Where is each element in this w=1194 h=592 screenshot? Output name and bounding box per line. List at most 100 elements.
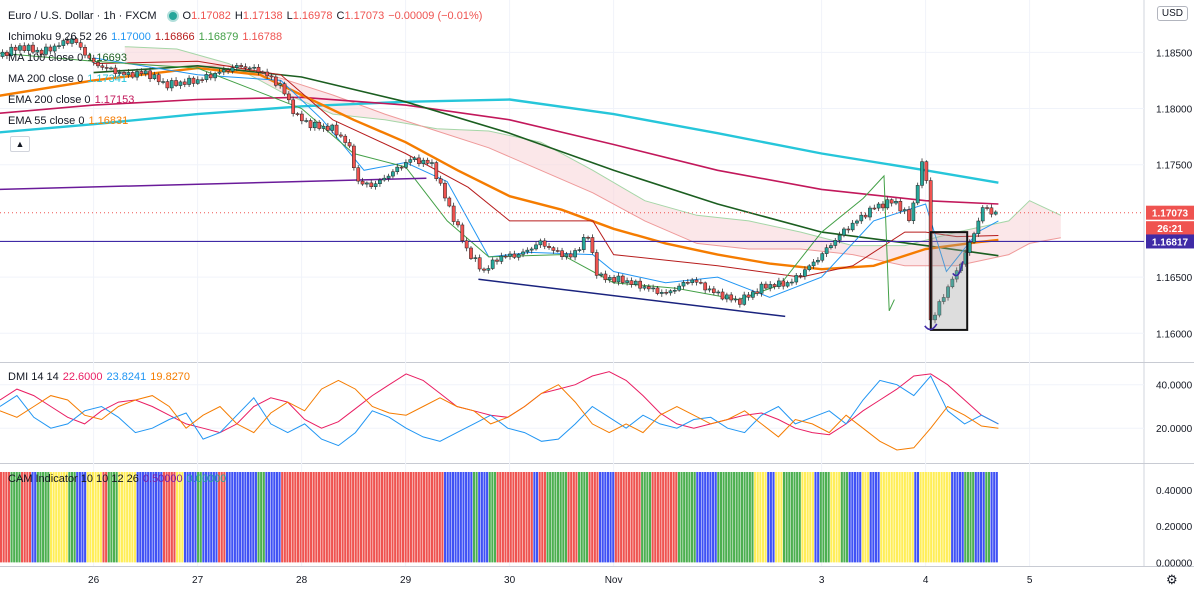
trendline xyxy=(478,278,786,318)
cam-bar xyxy=(790,472,793,563)
cam-bar xyxy=(10,472,13,563)
cam-bar xyxy=(254,472,257,563)
dmi-value-plus: 23.8241 xyxy=(106,371,147,383)
cam-bar xyxy=(780,472,783,563)
cam-bar xyxy=(380,472,384,563)
currency-badge[interactable]: USD xyxy=(1156,6,1188,21)
indicator-label[interactable]: MA 100 close 0 xyxy=(8,52,84,64)
cam-bar xyxy=(754,472,757,563)
cam-bar xyxy=(948,472,951,563)
candle-body xyxy=(503,255,508,258)
candle-body xyxy=(117,72,122,74)
candle-body xyxy=(447,197,452,207)
cam-bar xyxy=(656,472,659,563)
cam-bar xyxy=(688,472,691,563)
cam-bar xyxy=(291,472,294,563)
candle-body xyxy=(182,81,187,85)
cam-bar xyxy=(55,472,58,563)
candle-body xyxy=(768,284,773,289)
cam-bar xyxy=(622,472,625,563)
cam-bar xyxy=(491,472,494,563)
cam-bar xyxy=(486,472,489,563)
cam-bar xyxy=(409,472,412,563)
cam-bar xyxy=(207,472,210,563)
candle-body xyxy=(529,248,534,251)
cam-bar xyxy=(278,472,281,563)
cam-bar xyxy=(204,472,208,563)
candle-body xyxy=(0,51,5,57)
candle-body xyxy=(273,76,278,86)
gear-icon[interactable]: ⚙ xyxy=(1166,572,1178,587)
candle-body xyxy=(48,46,53,52)
cam-bar xyxy=(599,472,602,563)
candle-body xyxy=(967,241,972,253)
cam-bar xyxy=(937,472,941,563)
collapse-legend-button[interactable]: ▲ xyxy=(10,136,30,152)
candle-body xyxy=(104,67,109,69)
candle-body xyxy=(521,251,525,255)
cam-bar xyxy=(157,472,160,563)
candle-body xyxy=(278,83,283,86)
candle-body xyxy=(937,301,942,316)
cam-bar xyxy=(767,472,770,563)
cam-bar xyxy=(522,472,525,563)
cam-bar xyxy=(698,472,701,563)
candle-body xyxy=(833,240,838,246)
candle-body xyxy=(395,166,400,172)
candle-body xyxy=(464,240,469,249)
cam-bar xyxy=(630,472,633,563)
candle-body xyxy=(855,220,859,224)
cam-bar xyxy=(680,472,683,563)
candle-body xyxy=(941,297,946,302)
cam-bar xyxy=(916,472,920,563)
cam-bar xyxy=(165,472,168,563)
cam-bar xyxy=(562,472,565,563)
cam-bar xyxy=(796,472,799,563)
candle-body xyxy=(317,121,322,129)
cam-bar xyxy=(152,472,155,563)
cam-tick-label: 0.40000 xyxy=(1156,486,1193,497)
candle-body xyxy=(404,162,408,168)
cam-label[interactable]: CAM Indicator 10 10 12 26 xyxy=(8,473,139,485)
candle-body xyxy=(876,203,881,209)
cam-bar xyxy=(851,472,854,563)
cam-bar xyxy=(375,472,378,563)
cam-bar xyxy=(123,472,126,563)
cam-bar xyxy=(620,472,623,563)
candle-body xyxy=(894,201,898,204)
cam-bar xyxy=(144,472,147,563)
cam-bar xyxy=(709,472,712,563)
cam-bar xyxy=(911,472,914,563)
cam-bar xyxy=(47,472,50,563)
candle-body xyxy=(256,66,261,73)
cam-bar xyxy=(444,472,447,563)
candle-body xyxy=(616,275,621,283)
cam-bar xyxy=(940,472,943,563)
cam-bar xyxy=(18,472,21,563)
cam-bar xyxy=(373,472,376,563)
cam-bar xyxy=(885,472,888,563)
symbol-header: Euro / U.S. Dollar · 1h · FXCM O1.17082 H1… xyxy=(8,9,486,23)
candle-body xyxy=(915,185,920,204)
cam-bar xyxy=(404,472,407,563)
indicator-label[interactable]: MA 200 close 0 xyxy=(8,73,84,85)
symbol-title[interactable]: Euro / U.S. Dollar · 1h · FXCM xyxy=(8,10,157,22)
indicator-label[interactable]: EMA 55 close 0 xyxy=(8,115,85,127)
cam-bar xyxy=(843,472,846,563)
cam-bar xyxy=(974,472,977,563)
indicator-label[interactable]: EMA 200 close 0 xyxy=(8,94,91,106)
cam-bar xyxy=(260,472,263,563)
cam-bar xyxy=(367,472,370,563)
candle-body xyxy=(265,71,270,77)
indicator-label[interactable]: Ichimoku 9 26 52 26 xyxy=(8,31,108,43)
candle-body xyxy=(282,83,287,95)
cam-bar xyxy=(909,472,912,563)
cam-bar xyxy=(21,472,24,563)
candle-body xyxy=(625,280,629,283)
cam-bar xyxy=(86,472,89,563)
cam-bar xyxy=(591,472,594,563)
cam-bar xyxy=(517,472,520,563)
cam-bar xyxy=(194,472,197,563)
candle-body xyxy=(868,207,872,218)
dmi-label[interactable]: DMI 14 14 xyxy=(8,371,59,383)
